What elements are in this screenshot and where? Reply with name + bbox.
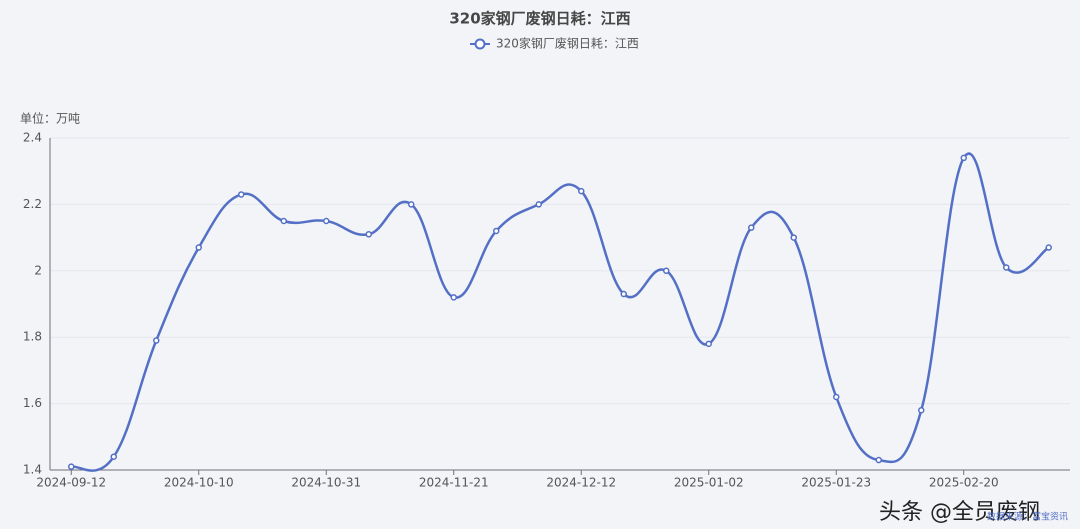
watermark: 头条 @全员废钢 <box>879 500 1040 525</box>
data-point <box>280 217 287 225</box>
data-point <box>323 217 330 225</box>
y-tick-label: 2.2 <box>23 197 42 211</box>
data-point <box>578 187 585 195</box>
y-tick-label: 1.4 <box>23 463 42 477</box>
y-tick-label: 1.8 <box>23 330 42 344</box>
data-point <box>238 191 245 198</box>
y-axis-label: 单位：万吨 <box>20 111 80 126</box>
data-point <box>705 340 712 348</box>
legend-marker <box>474 38 486 50</box>
data-point <box>408 201 415 208</box>
y-tick-label: 2 <box>34 263 42 277</box>
data-point <box>620 290 627 298</box>
data-point <box>833 393 840 401</box>
y-tick-label: 2.4 <box>23 131 42 145</box>
data-point <box>1003 264 1010 271</box>
x-tick-label: 2024-11-21 <box>419 476 489 490</box>
data-point <box>110 453 117 460</box>
series-line <box>70 152 1050 472</box>
x-tick-label: 2025-01-23 <box>801 476 871 490</box>
x-tick-label: 2024-10-10 <box>164 476 234 490</box>
source: 数据来源：富宝资讯 <box>987 511 1068 523</box>
legend-label[interactable]: 320家钢厂废钢日耗：江西 <box>496 36 639 51</box>
data-point <box>875 456 882 464</box>
x-tick-label: 2025-02-20 <box>929 476 999 490</box>
data-point <box>960 154 967 162</box>
data-point <box>68 463 75 470</box>
data-point <box>663 267 670 275</box>
x-tick-label: 2024-09-12 <box>36 476 106 490</box>
data-point <box>535 201 542 208</box>
data-point <box>918 406 925 414</box>
data-point <box>195 244 202 251</box>
y-tick-label: 1.6 <box>23 396 42 410</box>
data-point <box>153 337 160 344</box>
data-point <box>748 224 755 231</box>
data-point <box>493 227 500 235</box>
data-point <box>790 234 797 241</box>
data-point <box>450 294 457 301</box>
chart-title: 320家钢厂废钢日耗：江西 <box>449 10 630 28</box>
x-tick-label: 2024-10-31 <box>291 476 361 490</box>
data-point <box>365 231 372 238</box>
x-tick-label: 2024-12-12 <box>546 476 616 490</box>
x-tick-label: 2025-01-02 <box>674 476 744 490</box>
data-point <box>1045 244 1052 251</box>
